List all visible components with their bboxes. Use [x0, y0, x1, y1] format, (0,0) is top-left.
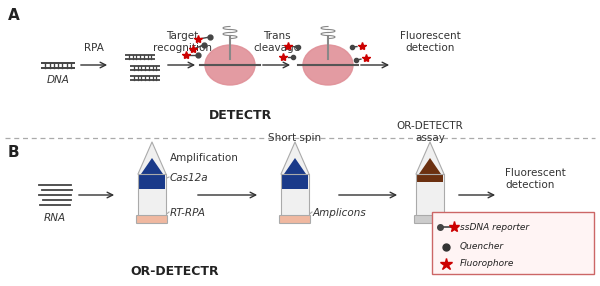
Polygon shape: [138, 142, 166, 174]
Bar: [282, 174, 308, 189]
Ellipse shape: [205, 45, 255, 85]
Text: ssDNA reporter: ssDNA reporter: [460, 223, 529, 231]
Text: Target
recognition: Target recognition: [152, 31, 212, 53]
Text: Quencher: Quencher: [460, 243, 504, 251]
Text: RNA: RNA: [44, 213, 66, 223]
Text: OR-DETECTR
assay: OR-DETECTR assay: [397, 121, 463, 143]
Polygon shape: [419, 158, 441, 174]
FancyBboxPatch shape: [415, 215, 445, 223]
Text: Short spin: Short spin: [268, 133, 322, 143]
FancyBboxPatch shape: [137, 215, 167, 223]
FancyBboxPatch shape: [432, 212, 594, 274]
Polygon shape: [416, 142, 444, 174]
Text: B: B: [8, 145, 20, 160]
Text: DNA: DNA: [47, 75, 70, 85]
Bar: [139, 174, 165, 189]
Bar: [417, 174, 443, 182]
Text: DETECTR: DETECTR: [208, 109, 272, 122]
Text: Amplification: Amplification: [170, 153, 239, 163]
Bar: [138, 174, 166, 216]
Text: Fluorescent
detection: Fluorescent detection: [505, 168, 566, 190]
Polygon shape: [281, 142, 309, 174]
Text: Trans
cleavage: Trans cleavage: [254, 31, 301, 53]
Text: Amplicons: Amplicons: [313, 208, 367, 218]
Bar: [281, 174, 309, 216]
Ellipse shape: [303, 45, 353, 85]
Text: Cas12a: Cas12a: [170, 173, 209, 183]
Text: RT-RPA: RT-RPA: [170, 208, 206, 218]
Bar: [416, 174, 444, 216]
Text: Fluorophore: Fluorophore: [460, 259, 514, 269]
Polygon shape: [141, 158, 163, 174]
Text: OR-DETECTR: OR-DETECTR: [131, 265, 220, 278]
Text: A: A: [8, 8, 20, 23]
Polygon shape: [284, 158, 306, 174]
Text: Fluorescent
detection: Fluorescent detection: [400, 31, 460, 53]
Text: RPA: RPA: [84, 43, 104, 53]
FancyBboxPatch shape: [280, 215, 311, 223]
